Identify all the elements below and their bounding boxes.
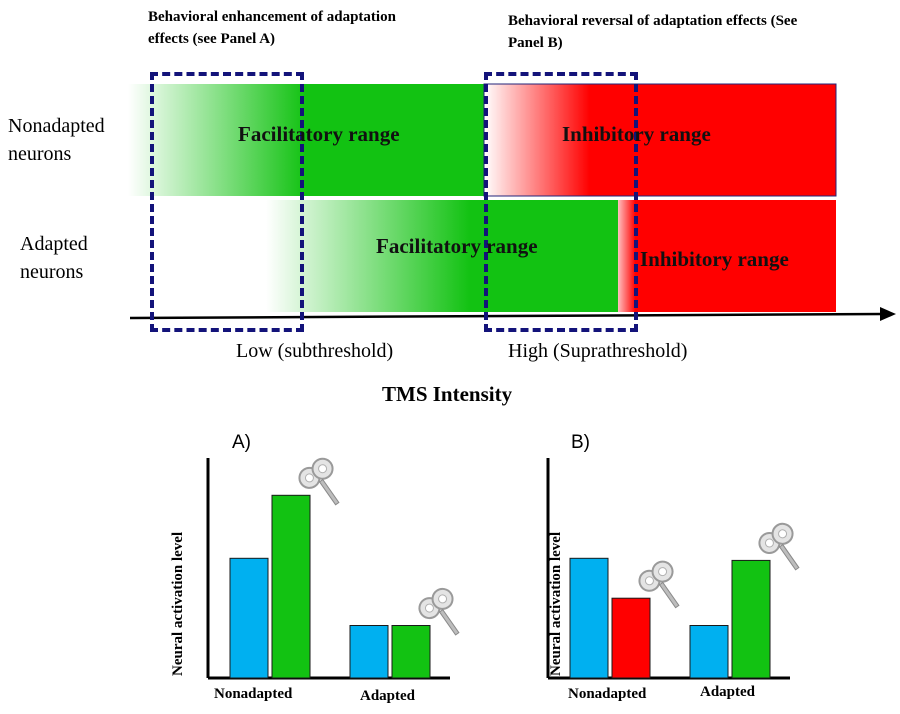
panel-b-xcat-nonadapted: Nonadapted (568, 686, 647, 702)
row-label-nonadapted: Nonadapted neurons (8, 115, 105, 165)
nonadapted-inhibitory-label: Inhibitory range (562, 122, 711, 146)
panel-b-bar-adapted-series1 (689, 625, 729, 679)
panel-a-xcat-nonadapted: Nonadapted (214, 686, 293, 702)
panel-a-tms-coil-icon-adapted (418, 587, 460, 636)
panel-b-bar-chart (546, 458, 800, 680)
nonadapted-facilitatory-band (128, 84, 484, 196)
low-intensity-dashed-box (150, 72, 304, 332)
annotation-panel-a: Behavioral enhancement of adaptation eff… (148, 9, 396, 47)
adapted-inhibitory-band (618, 200, 836, 312)
adapted-inhibitory-label: Inhibitory range (640, 247, 789, 271)
row-label-adapted: Adapted neurons (20, 233, 88, 283)
panel-b-xcat-adapted: Adapted (700, 684, 756, 700)
panel-b-bar-adapted-series2 (731, 559, 771, 679)
panel-a-tms-coil-icon-nonadapted (298, 457, 340, 506)
panel-b-bar-nonadapted-series1 (569, 557, 609, 679)
panel-a-bar-adapted-series1 (349, 625, 389, 679)
panel-a-bar-nonadapted-series1 (229, 557, 269, 679)
panel-a-ylabel: Neural activation level (170, 531, 186, 676)
axis-title-tms-intensity: TMS Intensity (382, 382, 513, 406)
adapted-facilitatory-label: Facilitatory range (376, 234, 538, 258)
axis-arrowhead (880, 307, 896, 321)
panel-b-letter: B) (571, 432, 590, 453)
adapted-facilitatory-band (266, 200, 618, 312)
panel-a-bar-nonadapted-series2 (271, 494, 311, 679)
panel-a-bar-chart (206, 457, 460, 680)
annotation-panel-b: Behavioral reversal of adaptation effect… (508, 13, 798, 51)
tms-range-diagram (128, 83, 896, 321)
panel-a-xcat-adapted: Adapted (360, 688, 416, 704)
high-intensity-dashed-box (484, 72, 638, 332)
panel-a-letter: A) (232, 432, 251, 453)
panel-b-bar-nonadapted-series2 (611, 597, 651, 679)
panel-b-tms-coil-icon-adapted (758, 522, 800, 571)
panel-b-tms-coil-icon-nonadapted (638, 560, 680, 609)
axis-label-low: Low (subthreshold) (236, 340, 394, 362)
tms-intensity-axis (129, 312, 885, 320)
nonadapted-inhibitory-band (483, 83, 837, 197)
panel-a-bar-adapted-series2 (391, 625, 431, 679)
axis-label-high: High (Suprathreshold) (508, 340, 688, 362)
nonadapted-facilitatory-label: Facilitatory range (238, 122, 400, 146)
